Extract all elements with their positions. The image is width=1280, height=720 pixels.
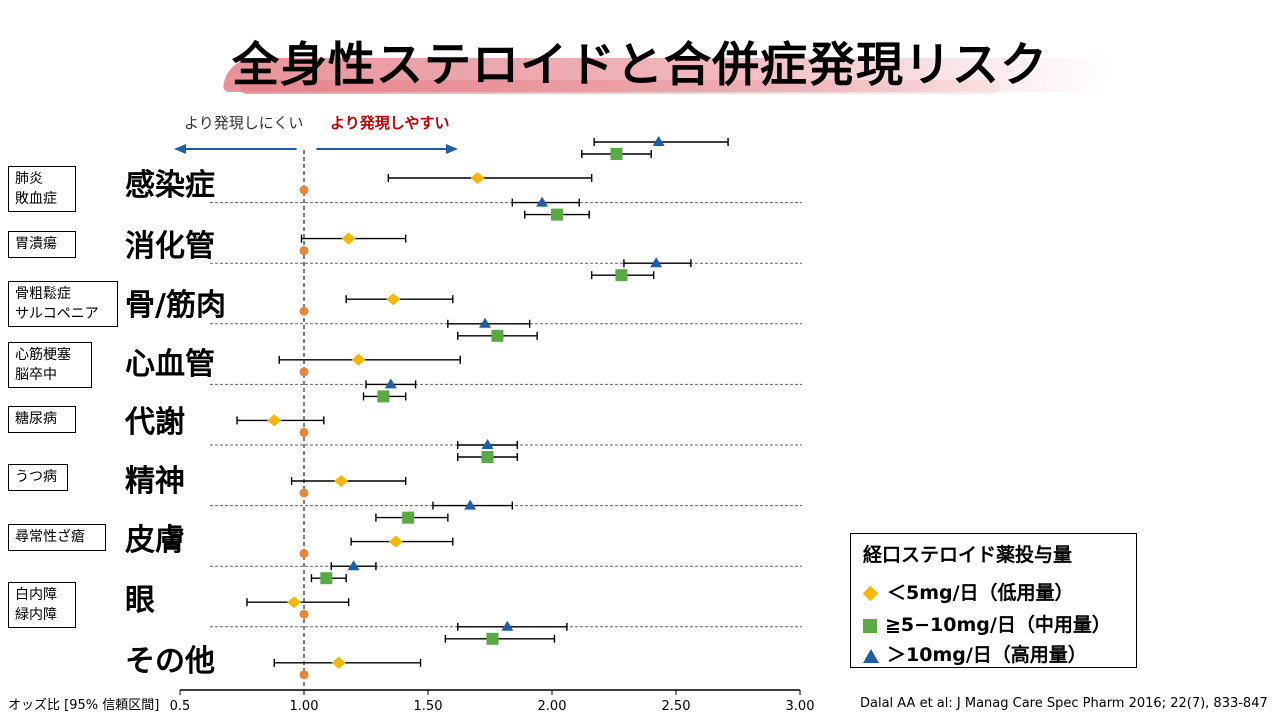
condition-box-eye: 白内障 緑内障 [8,582,76,628]
high-dose-point [464,499,477,510]
condition-box-cardio: 心筋梗塞 脳卒中 [8,342,92,388]
low-dose-point [470,172,485,184]
reference-point [299,549,309,559]
triangle-marker-icon [863,648,879,663]
condition-label: 胃潰瘍 [15,236,57,252]
low-dose-point [287,596,302,609]
reference-point [299,246,309,256]
x-tick-label: 2.00 [538,699,567,714]
mid-dose-point [491,329,504,342]
condition-label: 糖尿病 [15,411,57,427]
low-dose-point [341,232,356,245]
high-dose-point [650,257,663,268]
category-label-bone: 骨/筋肉 [125,288,226,323]
mid-dose-point [320,572,333,585]
low-dose-point [351,353,366,366]
citation: Dalal AA et al: J Manag Care Spec Pharm … [860,696,1268,711]
legend-label: ＜5mg/日（低用量） [887,582,1074,604]
condition-label: 白内障 [15,587,57,603]
low-dose-point [388,535,403,548]
low-dose-point [267,414,282,427]
low-dose-point [331,656,346,669]
legend-item-high-dose: ＞10mg/日（高用量） [863,640,1087,667]
condition-label: 敗血症 [15,191,57,207]
condition-label: サルコペニア [15,306,99,322]
high-dose-point [384,378,397,389]
category-label-gi: 消化管 [125,229,215,264]
category-label-infection: 感染症 [125,168,215,203]
condition-label: 尋常性ざ瘡 [15,529,85,545]
condition-box-gi: 胃潰瘍 [8,231,76,258]
high-dose-point [481,439,494,449]
low-dose-point [386,293,401,306]
hint-less-likely: より発現しにくい [184,114,304,132]
legend: 経口ステロイド薬投与量 ＜5mg/日（低用量） ≧5−10mg/日（中用量） ＞… [850,533,1137,668]
title-brush-underline [240,80,1000,94]
x-tick-label: 2.50 [662,699,691,714]
reference-point [299,670,309,680]
condition-box-metabolic: 糖尿病 [8,406,76,433]
reference-point [299,185,309,195]
x-tick-label: 0.5 [170,699,191,714]
mid-dose-point [402,511,415,524]
slide-title: 全身性ステロイドと合併症発現リスク [232,38,1048,93]
low-dose-point [334,475,349,487]
high-dose-point [652,136,665,146]
mid-dose-point [550,208,563,221]
reference-point [299,609,309,619]
category-label-other: その他 [125,644,215,679]
legend-item-mid-dose: ≧5−10mg/日（中用量） [863,610,1111,637]
reference-point [299,306,309,316]
mid-dose-point [486,632,499,645]
legend-title: 経口ステロイド薬投与量 [863,544,1073,566]
reference-point [299,488,309,498]
mid-dose-point [615,269,628,282]
diamond-marker-icon [862,585,879,602]
category-label-eye: 眼 [125,583,155,618]
condition-box-psych: うつ病 [8,464,68,491]
x-axis-label: オッズ比 [95% 信頼区間] [8,698,160,713]
condition-label: 心筋梗塞 [15,347,71,363]
mid-dose-point [610,148,623,160]
reference-point [299,367,309,377]
square-marker-icon [863,618,877,633]
x-tick-label: 1.50 [414,699,443,714]
hint-more-likely: より発現しやすい [330,114,450,132]
condition-label: 骨粗鬆症 [15,286,71,302]
high-dose-point [347,560,360,571]
x-tick-label: 1.00 [290,699,319,714]
high-dose-point [479,317,492,328]
legend-item-low-dose: ＜5mg/日（低用量） [862,578,1074,605]
category-label-psych: 精神 [125,464,185,499]
arrow-right-icon [446,144,458,154]
condition-label: 脳卒中 [15,367,57,383]
category-label-metabolic: 代謝 [125,405,185,440]
legend-label: ≧5−10mg/日（中用量） [885,614,1111,636]
arrow-left-icon [174,144,186,154]
reference-point [299,427,309,437]
legend-label: ＞10mg/日（高用量） [887,644,1087,666]
condition-label: 肺炎 [15,171,43,187]
x-tick-label: 3.00 [786,699,815,714]
high-dose-point [536,196,549,207]
condition-box-infection: 肺炎 敗血症 [8,166,76,212]
high-dose-point [501,620,514,631]
category-label-cardio: 心血管 [125,347,215,382]
category-label-skin: 皮膚 [125,523,185,558]
mid-dose-point [481,451,494,463]
condition-box-skin: 尋常性ざ瘡 [8,524,106,551]
condition-label: うつ病 [15,469,57,485]
condition-box-bone: 骨粗鬆症 サルコペニア [8,281,118,327]
condition-label: 緑内障 [15,607,57,623]
mid-dose-point [377,390,390,403]
